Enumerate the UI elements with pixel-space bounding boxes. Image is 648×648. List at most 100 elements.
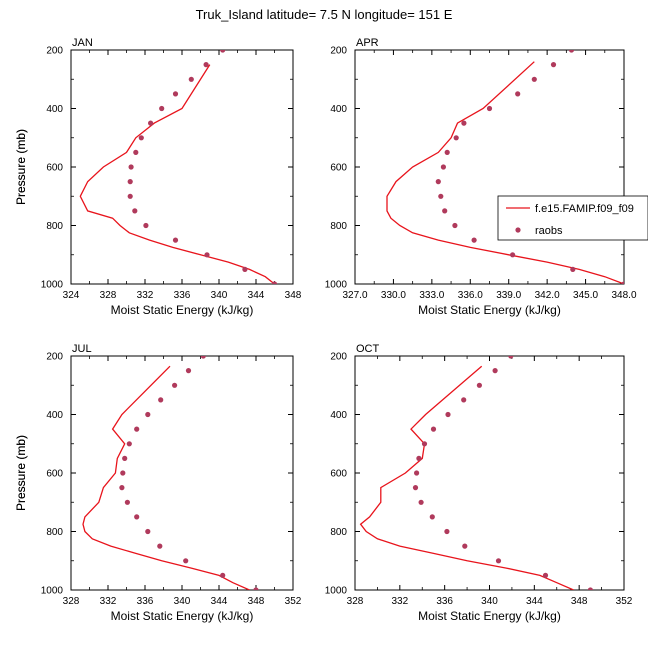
obs-point	[220, 572, 226, 579]
obs-point	[508, 356, 514, 359]
x-axis-label: Moist Static Energy (kJ/kg)	[111, 303, 254, 317]
x-tick-label: 332	[391, 596, 408, 607]
x-tick-label: 328	[347, 596, 364, 607]
x-tick-label: 344	[211, 596, 228, 607]
x-tick-label: 336	[436, 596, 453, 607]
obs-points	[119, 356, 259, 590]
plot-frame	[70, 355, 294, 591]
model-line	[82, 365, 250, 590]
y-tick-label: 1000	[41, 586, 64, 597]
obs-point	[127, 179, 133, 185]
obs-points	[127, 33, 278, 284]
obs-point	[158, 397, 164, 403]
x-tick-label: 340	[211, 290, 228, 301]
x-tick-label: 328	[100, 290, 117, 301]
x-tick-label: 328	[63, 596, 80, 607]
x-tick-label: 352	[285, 596, 302, 607]
x-tick-label: 348.0	[611, 290, 636, 301]
obs-point	[253, 587, 259, 590]
obs-point	[429, 514, 435, 520]
obs-point	[418, 499, 424, 505]
y-tick-label: 200	[46, 352, 63, 363]
y-tick-label: 1000	[325, 586, 348, 597]
y-tick-label: 400	[330, 410, 347, 421]
x-tick-label: 336	[137, 596, 154, 607]
obs-point	[172, 382, 178, 388]
figure-title: Truk_Island latitude= 7.5 N longitude= 1…	[196, 7, 453, 22]
y-axis-label: Pressure (mb)	[14, 435, 28, 511]
x-tick-label: 336.0	[458, 290, 483, 301]
x-axis-label: Moist Static Energy (kJ/kg)	[418, 609, 561, 623]
panel-label: APR	[356, 37, 379, 49]
obs-point	[133, 149, 139, 155]
x-tick-label: 332	[137, 290, 154, 301]
obs-point	[492, 368, 498, 374]
y-tick-label: 200	[330, 46, 347, 57]
obs-point	[542, 572, 549, 579]
panel-jul: 328 332 336 340 344 348 352 200 400 600 800 1000 Moi…	[14, 343, 302, 623]
x-tick-label: 344	[526, 596, 543, 607]
obs-point	[204, 252, 210, 258]
x-tick-label: 324	[63, 290, 80, 301]
obs-point	[550, 62, 557, 68]
y-tick-label: 800	[46, 527, 63, 538]
plot-frame	[354, 49, 625, 285]
x-tick-label: 340	[174, 596, 191, 607]
obs-point	[203, 62, 209, 68]
x-tick-label: 348	[285, 290, 302, 301]
panel-apr: 327.0 330.0 333.0 336.0 339.0 342.0 345.0 348.0…	[14, 37, 637, 317]
y-tick-label: 600	[46, 469, 63, 480]
obs-point	[515, 91, 521, 97]
obs-point	[172, 91, 179, 97]
obs-point	[412, 485, 419, 491]
y-tick-label: 800	[330, 527, 347, 538]
y-tick-label: 600	[330, 469, 347, 480]
x-tick-label: 330.0	[381, 290, 406, 301]
obs-points	[435, 50, 624, 284]
obs-point	[461, 397, 467, 403]
obs-point	[430, 426, 437, 432]
legend-model-label: f.e15.FAMIP.f09_f09	[535, 203, 634, 215]
obs-point	[438, 193, 444, 199]
obs-point	[568, 50, 575, 53]
obs-point	[145, 411, 151, 418]
x-tick-label: 332	[100, 596, 117, 607]
obs-point	[148, 120, 154, 126]
legend-obs-label: raobs	[535, 225, 563, 237]
legend-box	[497, 195, 648, 241]
obs-point	[452, 222, 458, 229]
legend: f.e15.FAMIP.f09_f09 raobs	[497, 195, 648, 241]
obs-point	[414, 470, 420, 476]
x-tick-label: 352	[616, 596, 633, 607]
y-tick-label: 400	[330, 104, 347, 115]
obs-point	[587, 587, 593, 590]
model-line	[359, 365, 574, 590]
obs-point	[435, 179, 441, 185]
obs-point	[531, 76, 537, 82]
y-tick-label: 800	[46, 221, 63, 232]
obs-point	[444, 149, 450, 155]
obs-point	[122, 455, 128, 461]
x-tick-label: 340	[481, 596, 498, 607]
obs-point	[462, 543, 468, 549]
x-tick-label: 333.0	[419, 290, 444, 301]
obs-point	[127, 193, 133, 199]
model-line	[386, 61, 624, 284]
obs-point	[442, 208, 448, 214]
obs-point	[119, 485, 125, 491]
obs-point	[238, 33, 243, 38]
y-tick-label: 1000	[325, 280, 348, 291]
obs-point	[172, 237, 179, 243]
obs-point	[134, 514, 140, 520]
panel-label: JUL	[72, 343, 92, 355]
obs-point	[145, 528, 151, 535]
obs-point	[185, 368, 192, 374]
x-tick-label: 339.0	[496, 290, 521, 301]
x-axis-label: Moist Static Energy (kJ/kg)	[111, 609, 254, 623]
panel-label: JAN	[72, 37, 93, 49]
y-tick-label: 200	[330, 352, 347, 363]
y-tick-label: 600	[46, 163, 63, 174]
obs-point	[242, 266, 248, 272]
x-tick-label: 348	[571, 596, 588, 607]
obs-point	[138, 135, 144, 141]
